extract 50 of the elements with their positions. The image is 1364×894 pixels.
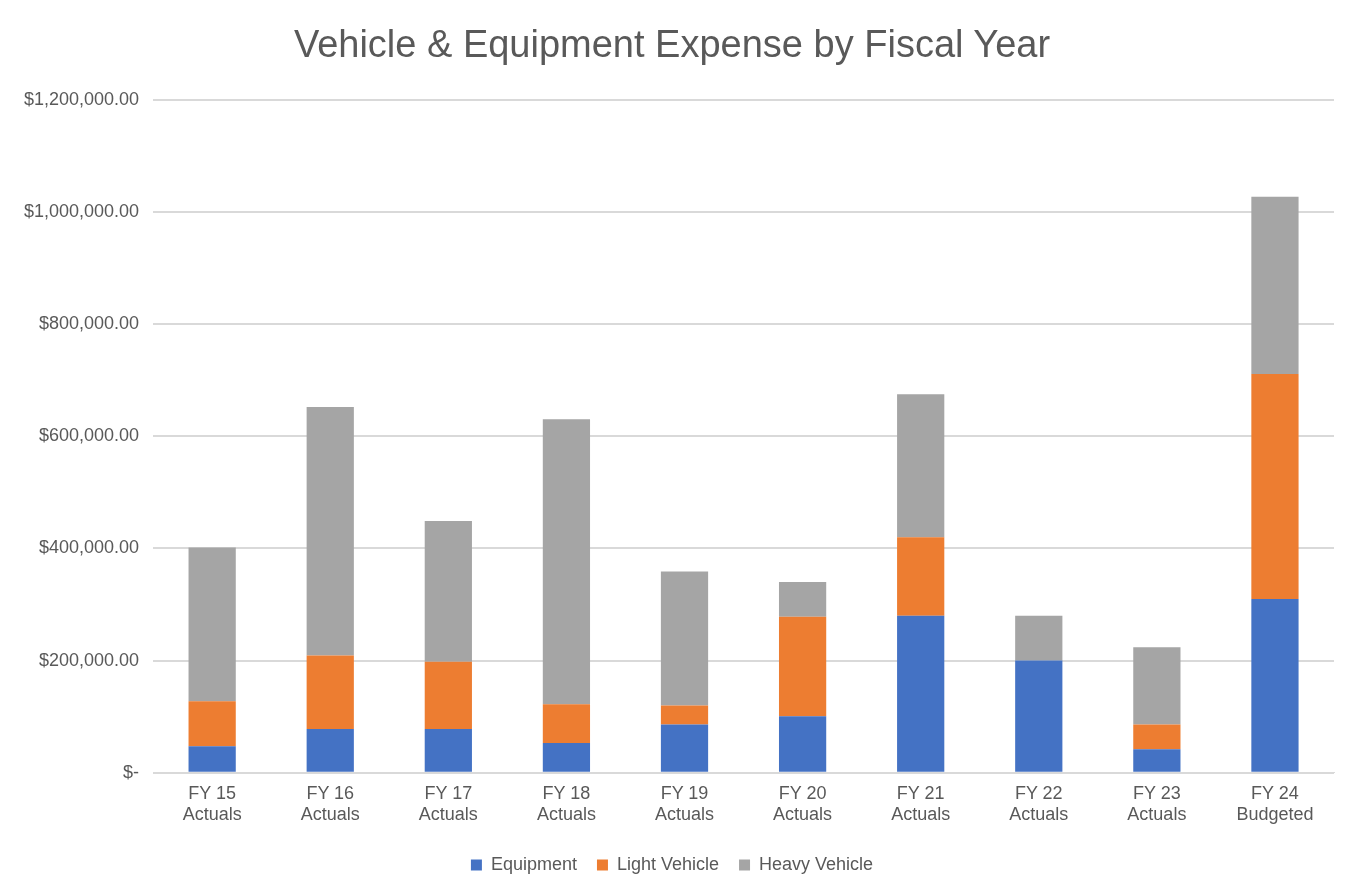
bar xyxy=(1133,749,1181,772)
bar xyxy=(306,407,354,656)
y-tick-label: $1,200,000.00 xyxy=(23,88,140,109)
x-tick-label: FY 17 Actuals xyxy=(418,782,478,825)
y-tick-label: $- xyxy=(123,761,140,782)
x-tick-label: FY 19 Actuals xyxy=(655,782,715,825)
bar xyxy=(897,537,945,616)
y-tick-label: $1,000,000.00 xyxy=(23,200,140,221)
bar xyxy=(424,520,472,662)
x-tick-label: FY 16 Actuals xyxy=(300,782,360,825)
y-tick-label: $600,000.00 xyxy=(39,425,140,446)
bar xyxy=(542,704,591,744)
bar xyxy=(1015,660,1063,772)
bar xyxy=(542,743,591,772)
bar xyxy=(188,701,236,747)
x-tick-label: FY 24 Budgeted xyxy=(1236,782,1314,825)
bar xyxy=(188,547,236,702)
x-tick-label: FY 22 Actuals xyxy=(1009,782,1069,825)
legend-label: Heavy Vehicle xyxy=(759,853,874,874)
x-tick-label: FY 21 Actuals xyxy=(891,782,951,825)
bar xyxy=(1251,196,1299,374)
bar xyxy=(1133,724,1181,750)
x-tick-label: FY 20 Actuals xyxy=(773,782,833,825)
y-tick-label: $200,000.00 xyxy=(39,649,140,670)
bar xyxy=(424,729,472,772)
bar xyxy=(778,616,827,717)
bar xyxy=(660,705,709,725)
bar xyxy=(306,655,354,730)
legend-label: Equipment xyxy=(490,853,577,874)
legend-label: Light Vehicle xyxy=(616,853,720,874)
y-tick-label: $400,000.00 xyxy=(39,537,140,558)
bar xyxy=(1133,647,1181,725)
x-tick-label: FY 15 Actuals xyxy=(182,782,242,825)
x-tick-label: FY 23 Actuals xyxy=(1127,782,1187,825)
bar xyxy=(660,571,709,706)
bar xyxy=(1251,598,1299,772)
bar xyxy=(897,394,945,538)
bar xyxy=(188,746,236,772)
x-tick-label: FY 18 Actuals xyxy=(536,782,596,825)
y-tick-label: $800,000.00 xyxy=(39,312,140,333)
bar xyxy=(424,661,472,730)
bar xyxy=(306,729,354,772)
bar xyxy=(897,615,945,772)
bar xyxy=(778,716,827,772)
bar xyxy=(778,582,827,617)
bar xyxy=(1015,615,1063,661)
chart-title: Vehicle & Equipment Expense by Fiscal Year xyxy=(293,23,1051,66)
bar xyxy=(660,724,709,772)
bar xyxy=(1251,373,1299,599)
bar xyxy=(542,419,591,705)
